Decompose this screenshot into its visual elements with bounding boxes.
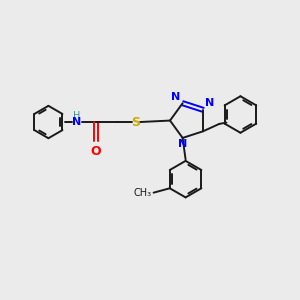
- Text: N: N: [171, 92, 180, 102]
- Text: N: N: [178, 140, 187, 149]
- Text: N: N: [72, 117, 82, 127]
- Text: H: H: [73, 111, 81, 121]
- Text: CH₃: CH₃: [134, 188, 152, 198]
- Text: S: S: [131, 116, 140, 128]
- Text: N: N: [206, 98, 215, 108]
- Text: O: O: [91, 145, 101, 158]
